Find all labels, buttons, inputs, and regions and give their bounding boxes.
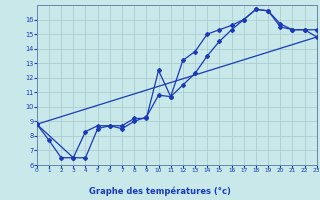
Text: Graphe des températures (°c): Graphe des températures (°c) [89,186,231,196]
